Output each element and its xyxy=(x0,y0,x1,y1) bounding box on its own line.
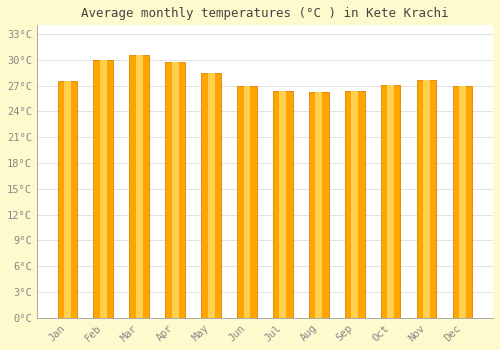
Bar xyxy=(316,92,322,318)
Bar xyxy=(172,62,178,318)
Bar xyxy=(352,91,358,318)
Bar xyxy=(201,72,221,318)
Bar xyxy=(387,85,394,318)
Bar xyxy=(237,85,257,318)
Bar xyxy=(280,91,286,318)
Bar xyxy=(273,91,293,318)
Bar xyxy=(166,62,185,318)
Bar xyxy=(380,85,400,318)
Bar xyxy=(94,60,113,318)
Bar xyxy=(58,81,78,318)
Bar xyxy=(423,80,430,318)
Bar xyxy=(309,92,328,318)
Bar xyxy=(459,85,466,318)
Bar xyxy=(136,55,142,318)
Bar xyxy=(64,81,71,318)
Bar xyxy=(416,80,436,318)
Bar xyxy=(130,55,149,318)
Bar xyxy=(208,72,214,318)
Bar xyxy=(452,85,472,318)
Bar xyxy=(345,91,364,318)
Title: Average monthly temperatures (°C ) in Kete Krachi: Average monthly temperatures (°C ) in Ke… xyxy=(81,7,448,20)
Bar xyxy=(100,60,107,318)
Bar xyxy=(244,85,250,318)
